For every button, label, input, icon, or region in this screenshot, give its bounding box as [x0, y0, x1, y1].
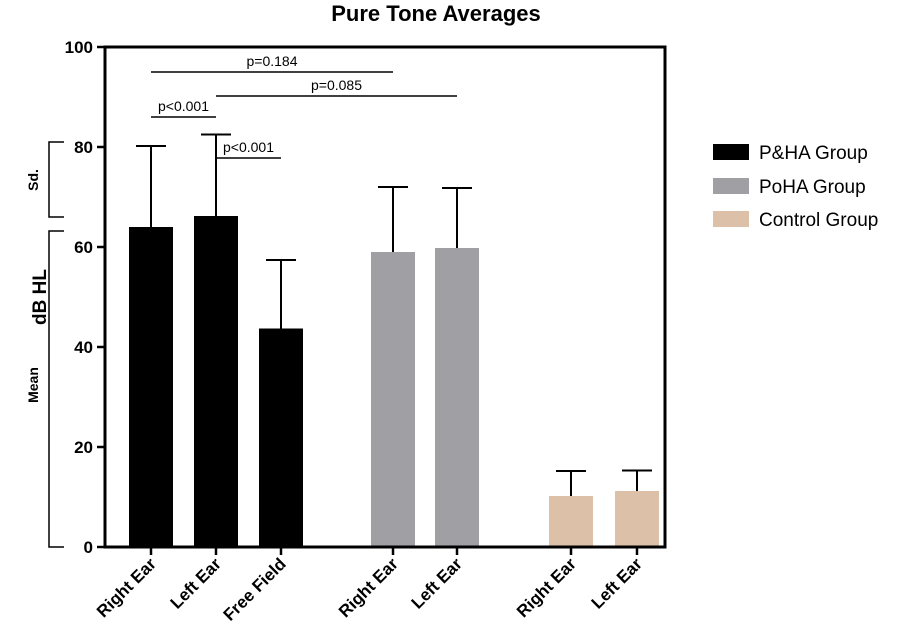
chart-title: Pure Tone Averages: [331, 1, 540, 26]
sd-bracket-label: Sd.: [25, 169, 41, 191]
x-tick-label-1: Right Ear: [93, 554, 160, 621]
y-tick-label-0: 0: [84, 538, 93, 557]
legend-swatch-1: [713, 144, 749, 160]
x-tick-label-2: Left Ear: [167, 554, 225, 612]
x-tick-label-6: Right Ear: [513, 554, 580, 621]
y-tick-label-60: 60: [74, 238, 93, 257]
significance-label-3: p<0.001: [158, 98, 209, 114]
x-tick-label-4: Right Ear: [335, 554, 402, 621]
mean-bracket-label: Mean: [25, 367, 41, 403]
bar-6: [549, 496, 593, 547]
legend-label-1: P&HA Group: [759, 143, 868, 164]
bar-5: [435, 248, 479, 547]
significance-label-4: p<0.001: [223, 139, 274, 155]
y-tick-label-80: 80: [74, 138, 93, 157]
legend-swatch-3: [713, 211, 749, 227]
bar-7: [615, 491, 659, 547]
y-tick-label-100: 100: [65, 38, 93, 57]
bar-2: [194, 216, 238, 547]
y-tick-label-20: 20: [74, 438, 93, 457]
legend-swatch-2: [713, 178, 749, 194]
bar-4: [371, 252, 415, 547]
bar-1: [129, 227, 173, 547]
y-tick-label-40: 40: [74, 338, 93, 357]
bar-3: [259, 328, 303, 547]
significance-label-1: p=0.184: [247, 53, 298, 69]
y-axis-label: dB HL: [30, 269, 51, 325]
x-tick-label-5: Left Ear: [408, 554, 466, 612]
significance-label-2: p=0.085: [311, 77, 362, 93]
x-tick-label-7: Left Ear: [588, 554, 646, 612]
mean-bracket: [48, 230, 64, 548]
legend-label-3: Control Group: [759, 210, 878, 231]
x-tick-label-3: Free Field: [220, 554, 290, 624]
legend-label-2: PoHA Group: [759, 177, 866, 198]
sd-bracket: [48, 141, 64, 218]
